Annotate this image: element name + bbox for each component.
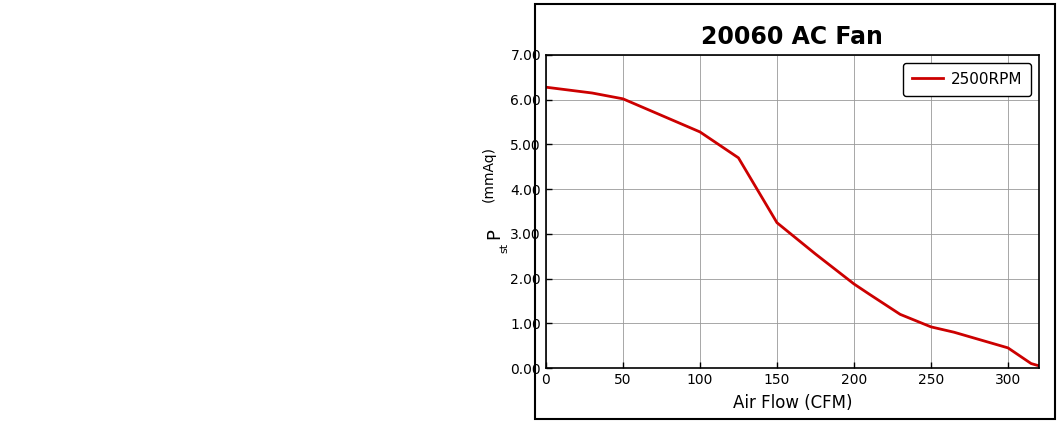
Text: P: P — [485, 228, 504, 239]
X-axis label: Air Flow (CFM): Air Flow (CFM) — [732, 394, 852, 412]
Text: st: st — [499, 242, 509, 253]
Legend: 2500RPM: 2500RPM — [903, 63, 1031, 96]
Text: (mmAq): (mmAq) — [482, 146, 496, 202]
Title: 20060 AC Fan: 20060 AC Fan — [702, 25, 883, 49]
